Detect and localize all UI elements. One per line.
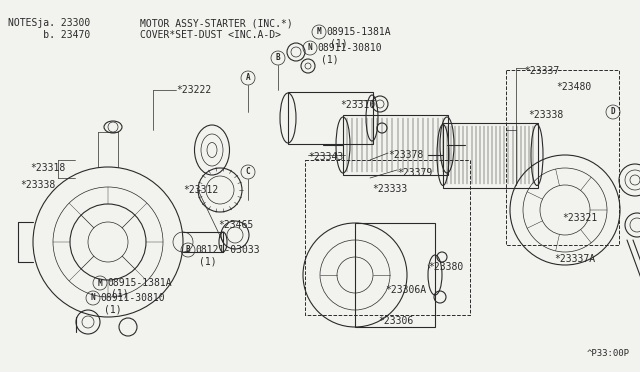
Text: (1): (1) xyxy=(104,304,122,314)
Text: (1): (1) xyxy=(330,38,348,48)
Text: *23379: *23379 xyxy=(397,168,432,178)
Text: (1): (1) xyxy=(111,289,129,299)
Text: 08121-03033: 08121-03033 xyxy=(195,245,260,255)
Text: M: M xyxy=(98,279,102,288)
Text: B: B xyxy=(276,54,280,62)
Text: *23337A: *23337A xyxy=(554,254,595,264)
Text: *23310: *23310 xyxy=(340,100,375,110)
Text: 08915-1381A: 08915-1381A xyxy=(107,278,172,288)
Text: *23333: *23333 xyxy=(372,184,407,194)
Bar xyxy=(343,115,448,175)
Text: *23337: *23337 xyxy=(524,66,559,76)
Text: *23222: *23222 xyxy=(176,85,211,95)
Text: *23480: *23480 xyxy=(556,82,591,92)
Bar xyxy=(355,223,435,327)
Text: *23306A: *23306A xyxy=(385,285,426,295)
Text: MOTOR ASSY-STARTER (INC.*): MOTOR ASSY-STARTER (INC.*) xyxy=(140,18,292,28)
Text: *23338: *23338 xyxy=(20,180,55,190)
Text: C: C xyxy=(246,167,250,176)
Text: 08911-30810: 08911-30810 xyxy=(100,293,164,303)
Text: N: N xyxy=(91,294,95,302)
Text: (1): (1) xyxy=(199,256,216,266)
Text: ^P33:00P: ^P33:00P xyxy=(587,349,630,358)
Text: *23318: *23318 xyxy=(30,163,65,173)
Text: 08915-1381A: 08915-1381A xyxy=(326,27,390,37)
Text: D: D xyxy=(611,108,615,116)
Text: *23378: *23378 xyxy=(388,150,423,160)
Text: A: A xyxy=(246,74,250,83)
Text: *23312: *23312 xyxy=(183,185,218,195)
Text: *23306: *23306 xyxy=(378,316,413,326)
Text: *23380: *23380 xyxy=(428,262,463,272)
Text: *23338: *23338 xyxy=(528,110,563,120)
Text: COVER*SET-DUST <INC.A-D>: COVER*SET-DUST <INC.A-D> xyxy=(140,30,281,40)
Text: *23465: *23465 xyxy=(218,220,253,230)
Text: *23343: *23343 xyxy=(308,152,343,162)
Text: NOTESja. 23300: NOTESja. 23300 xyxy=(8,18,90,28)
Bar xyxy=(305,160,470,315)
Text: B: B xyxy=(186,246,190,254)
Text: (1): (1) xyxy=(321,54,339,64)
Bar xyxy=(443,123,538,188)
Text: 08911-30810: 08911-30810 xyxy=(317,43,381,53)
Bar xyxy=(506,70,619,245)
Text: M: M xyxy=(317,28,321,36)
Bar xyxy=(288,92,373,144)
Text: N: N xyxy=(308,44,312,52)
Text: *23321: *23321 xyxy=(562,213,597,223)
Text: b. 23470: b. 23470 xyxy=(8,30,90,40)
